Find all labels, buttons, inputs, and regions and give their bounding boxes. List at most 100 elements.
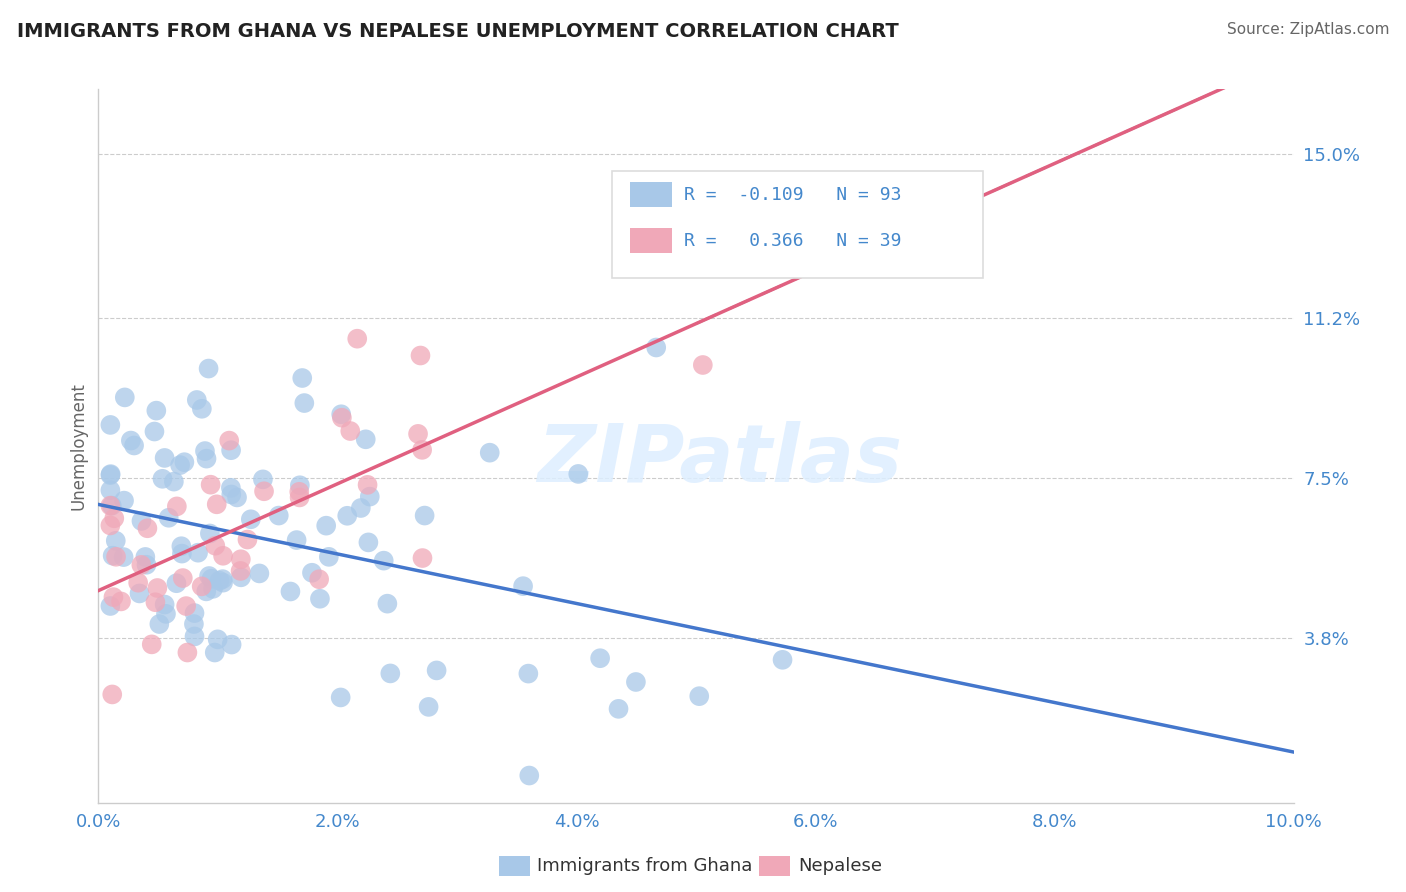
Point xyxy=(112,550,135,565)
Point xyxy=(110,594,132,608)
Point xyxy=(166,500,188,514)
Point xyxy=(356,478,378,492)
Point xyxy=(197,361,219,376)
Point xyxy=(589,651,612,665)
Point xyxy=(772,653,794,667)
Point xyxy=(288,484,311,499)
Point xyxy=(122,438,145,452)
Point xyxy=(247,566,270,581)
Point xyxy=(308,572,330,586)
Point xyxy=(624,675,647,690)
Point xyxy=(141,637,163,651)
Point xyxy=(413,508,436,523)
Point xyxy=(517,768,540,782)
Point xyxy=(315,518,337,533)
Point xyxy=(103,590,125,604)
Point xyxy=(692,358,714,372)
Text: Immigrants from Ghana: Immigrants from Ghana xyxy=(537,857,752,875)
Point xyxy=(105,549,128,564)
Point xyxy=(153,598,176,612)
Point xyxy=(291,371,314,385)
Point xyxy=(607,702,630,716)
Point xyxy=(98,468,122,483)
Point xyxy=(409,349,432,363)
Point xyxy=(219,487,242,501)
Point xyxy=(218,434,240,448)
Point xyxy=(128,586,150,600)
Bar xyxy=(630,182,672,207)
Point xyxy=(645,341,668,355)
Point xyxy=(478,445,501,459)
Point xyxy=(98,483,122,498)
Point xyxy=(183,606,205,620)
Point xyxy=(285,533,308,547)
Text: Nepalese: Nepalese xyxy=(799,857,883,875)
Point xyxy=(373,554,395,568)
Point xyxy=(411,551,433,566)
Point xyxy=(101,549,124,563)
Point xyxy=(120,434,142,448)
Point xyxy=(330,410,353,425)
Point xyxy=(380,666,402,681)
Point xyxy=(152,472,174,486)
Point xyxy=(219,481,242,495)
Point xyxy=(567,467,589,481)
Point xyxy=(131,514,153,528)
Point xyxy=(418,699,440,714)
Point xyxy=(198,569,221,583)
Point xyxy=(136,521,159,535)
Point xyxy=(98,599,122,613)
Point xyxy=(148,617,170,632)
Point xyxy=(187,546,209,560)
Point xyxy=(101,499,124,513)
Point xyxy=(267,508,290,523)
Point xyxy=(236,533,259,547)
Point xyxy=(157,510,180,524)
Point xyxy=(346,332,368,346)
Point xyxy=(226,491,249,505)
Point xyxy=(198,526,221,541)
Point xyxy=(339,424,361,438)
Point xyxy=(131,558,153,572)
Point xyxy=(239,512,262,526)
Point xyxy=(195,451,218,466)
Point xyxy=(301,566,323,580)
Point xyxy=(336,508,359,523)
Point xyxy=(145,403,167,417)
Point xyxy=(252,472,274,486)
Point xyxy=(176,646,198,660)
Point xyxy=(143,425,166,439)
Point xyxy=(202,582,225,596)
Point xyxy=(103,511,125,525)
Point xyxy=(350,501,373,516)
Point xyxy=(190,579,212,593)
Point xyxy=(253,484,276,499)
Point xyxy=(191,401,214,416)
Point xyxy=(205,497,228,511)
Point xyxy=(318,549,340,564)
Text: IMMIGRANTS FROM GHANA VS NEPALESE UNEMPLOYMENT CORRELATION CHART: IMMIGRANTS FROM GHANA VS NEPALESE UNEMPL… xyxy=(17,22,898,41)
Point xyxy=(183,629,205,643)
Point xyxy=(145,595,167,609)
Point xyxy=(155,607,177,621)
Point xyxy=(146,581,169,595)
Point xyxy=(229,570,252,584)
Point xyxy=(212,549,235,563)
Point xyxy=(172,571,194,585)
Point xyxy=(163,475,186,489)
Point xyxy=(114,391,136,405)
Text: R =   0.366   N = 39: R = 0.366 N = 39 xyxy=(685,232,901,250)
Point xyxy=(173,455,195,469)
Point xyxy=(411,442,433,457)
Point xyxy=(200,572,222,586)
Point xyxy=(359,490,381,504)
Point xyxy=(134,549,156,564)
Point xyxy=(309,591,332,606)
Point xyxy=(98,417,122,432)
Point xyxy=(166,576,188,591)
Point xyxy=(204,539,226,553)
Point xyxy=(135,558,157,572)
Point xyxy=(195,584,218,599)
Point xyxy=(688,689,710,703)
Point xyxy=(212,575,235,590)
